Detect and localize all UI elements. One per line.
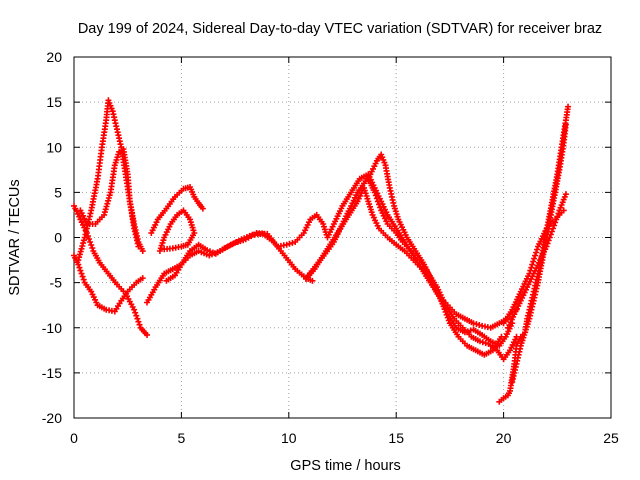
data-series — [71, 97, 572, 405]
series-markers — [303, 184, 516, 349]
series-markers — [509, 121, 569, 385]
x-tick-label: 25 — [603, 430, 619, 446]
y-tick-label: -5 — [50, 275, 63, 291]
x-tick-labels: 0 5 10 15 20 25 — [70, 430, 619, 446]
series-track-n — [509, 121, 569, 385]
series-markers — [148, 184, 206, 236]
x-tick-label: 10 — [281, 430, 297, 446]
y-axis-label: SDTVAR / TECUs — [7, 179, 23, 295]
series-track-b — [71, 252, 146, 315]
series-track-j — [305, 151, 505, 358]
series-track-g — [156, 207, 198, 254]
series-markers — [77, 146, 142, 250]
series-markers — [71, 202, 151, 338]
grid-lines — [74, 57, 611, 418]
y-tick-label: -20 — [42, 410, 62, 426]
series-track-p — [500, 207, 567, 327]
y-tick-label: -10 — [42, 320, 62, 336]
series-track-f — [148, 184, 206, 236]
y-tick-label: 10 — [46, 139, 62, 155]
series-markers — [305, 151, 505, 358]
chart-title: Day 199 of 2024, Sidereal Day-to-day VTE… — [78, 21, 602, 37]
series-track-l — [363, 175, 520, 363]
y-tick-labels: -20 -15 -10 -5 0 5 10 15 20 — [42, 49, 62, 426]
x-tick-label: 20 — [496, 430, 512, 446]
y-tick-label: 0 — [54, 230, 62, 246]
series-track-k — [303, 184, 516, 349]
x-axis-label: GPS time / hours — [290, 458, 400, 474]
series-track-a — [71, 202, 151, 338]
y-tick-label: 5 — [54, 184, 62, 200]
y-tick-label: 20 — [46, 49, 62, 65]
y-tick-label: 15 — [46, 94, 62, 110]
series-markers — [71, 252, 146, 315]
x-tick-label: 5 — [178, 430, 186, 446]
series-track-h — [163, 230, 279, 284]
y-tick-label: -15 — [42, 365, 62, 381]
series-track-i — [275, 171, 520, 331]
series-markers — [275, 171, 520, 331]
series-markers — [500, 207, 567, 327]
x-tick-label: 0 — [70, 430, 78, 446]
series-markers — [363, 175, 520, 363]
series-markers — [163, 230, 279, 284]
series-track-d — [77, 146, 142, 250]
axis-ticks — [73, 56, 612, 419]
series-markers — [156, 207, 198, 254]
x-tick-label: 15 — [388, 430, 404, 446]
